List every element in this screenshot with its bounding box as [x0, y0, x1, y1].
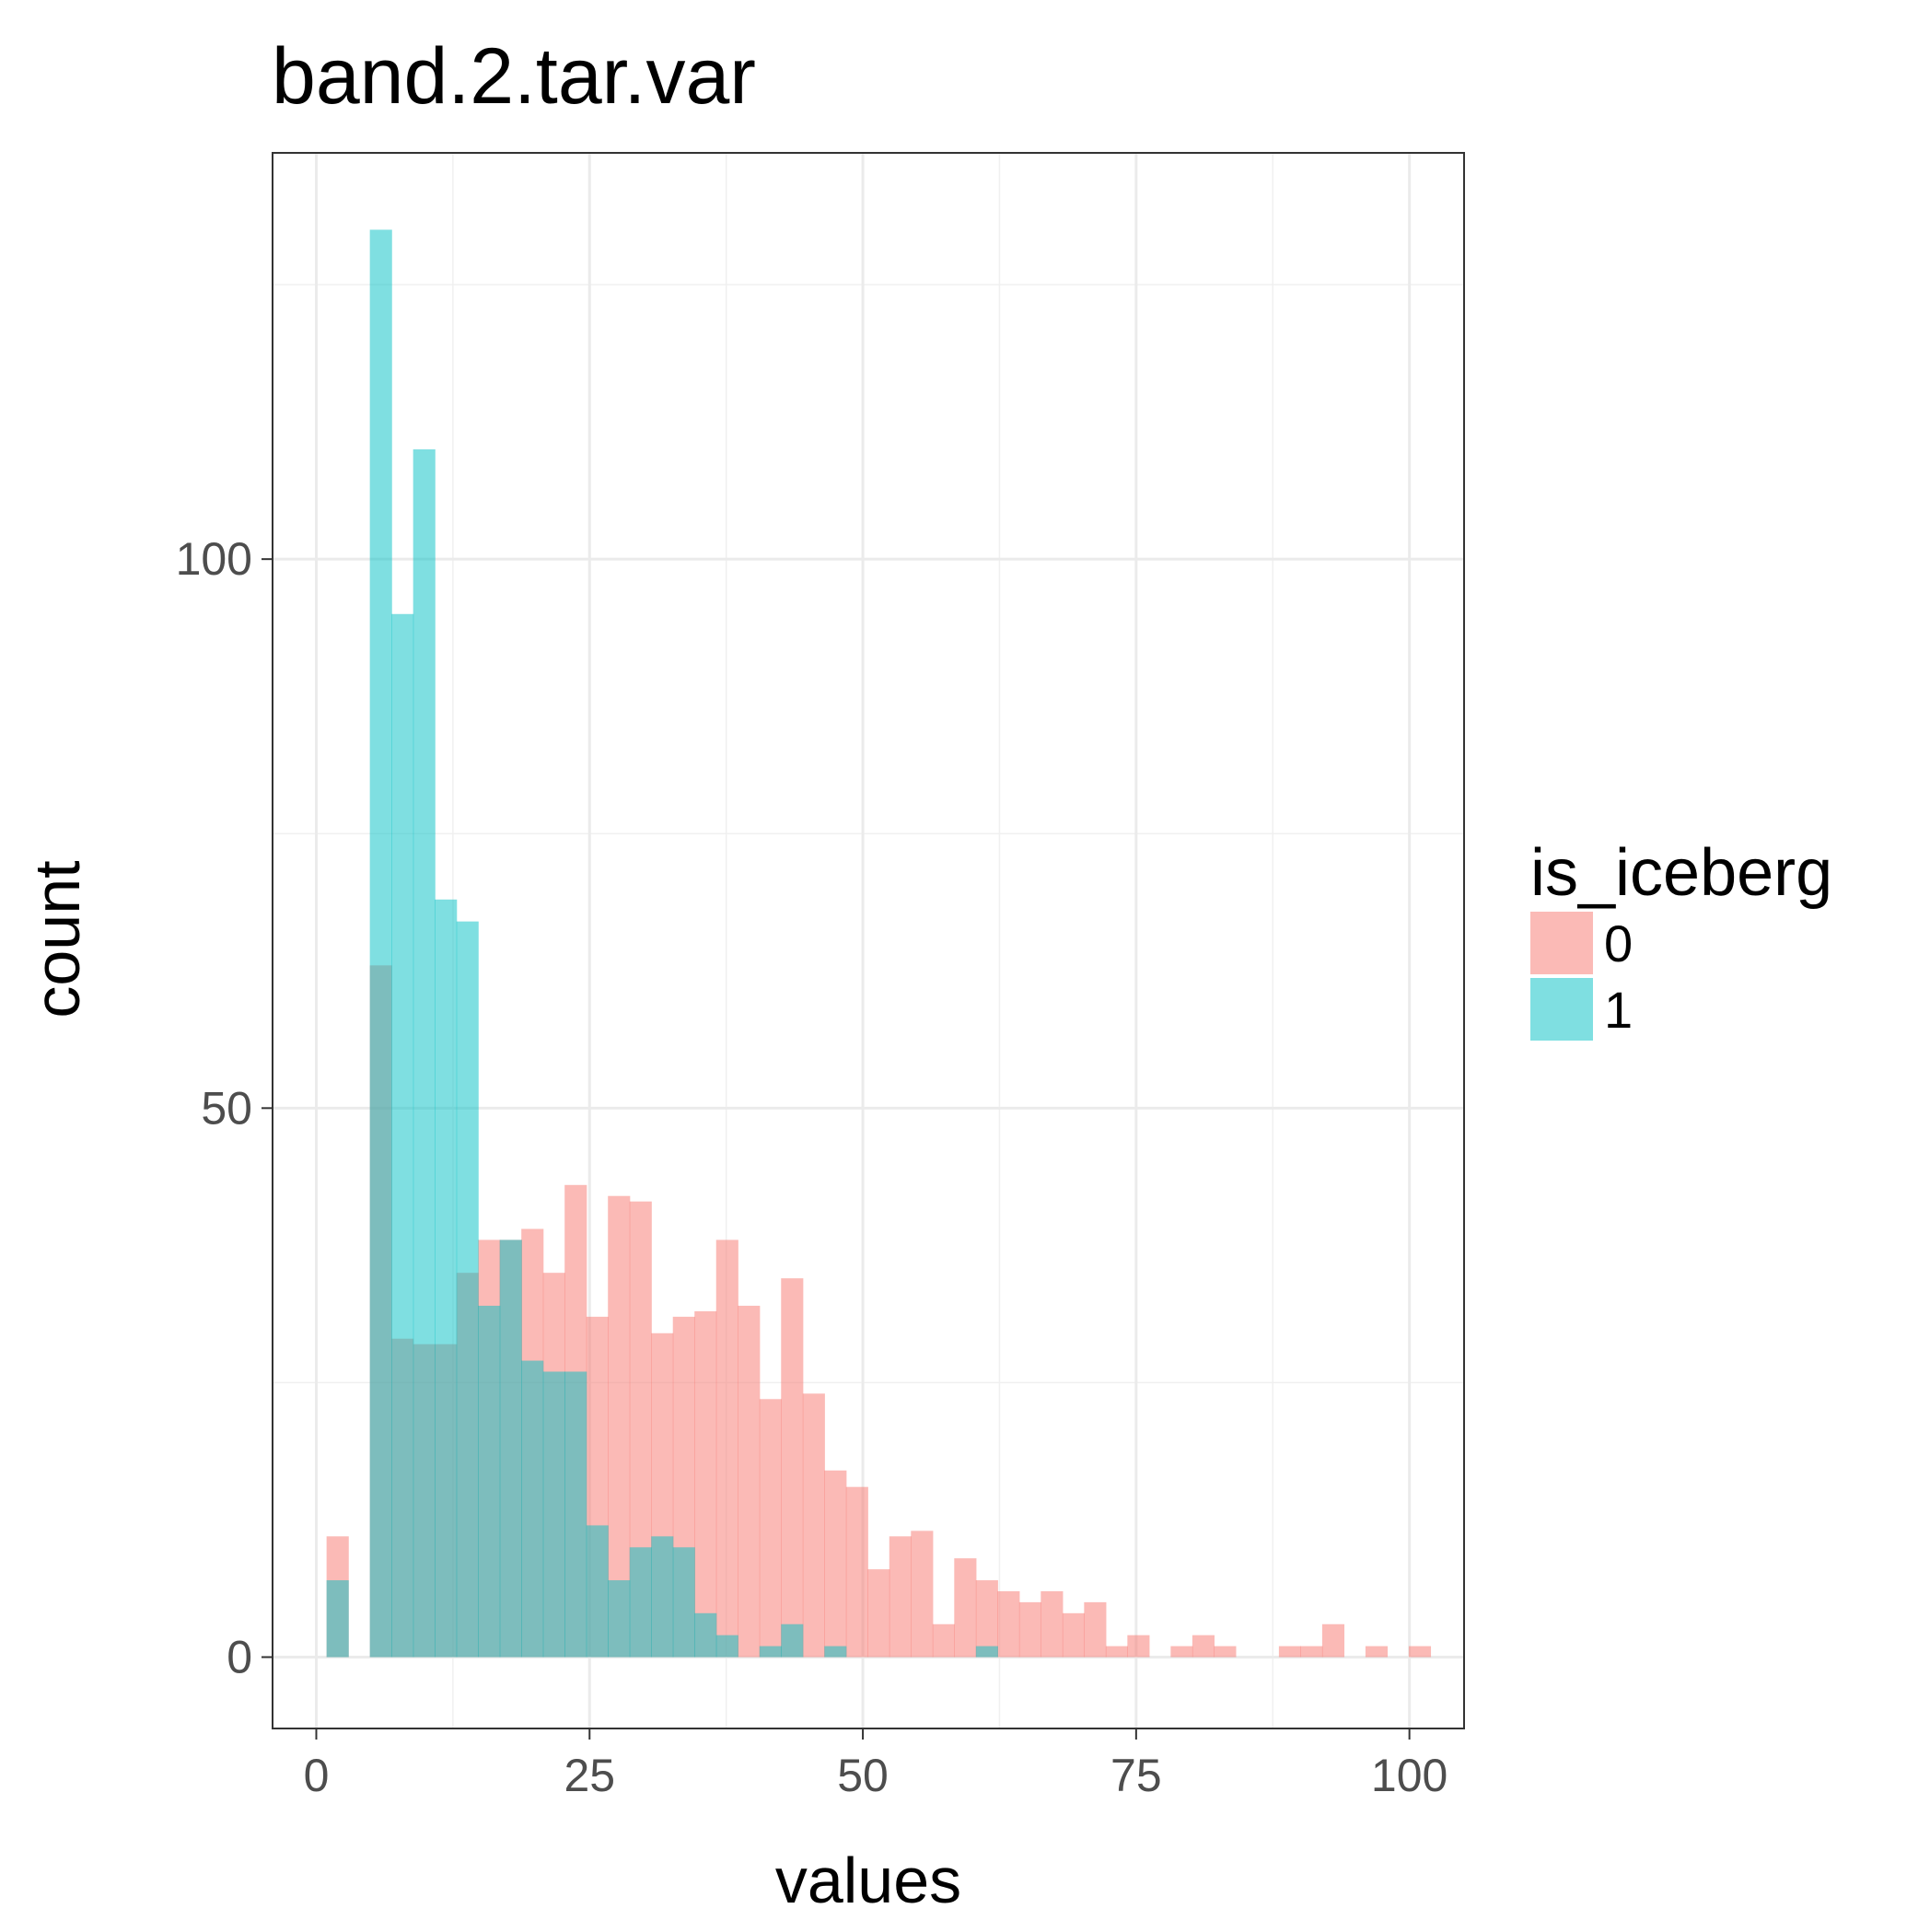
bar-series-0 [976, 1580, 998, 1657]
bar-series-1 [543, 1371, 565, 1657]
bar-series-0 [997, 1591, 1019, 1658]
bar-series-0 [889, 1536, 912, 1657]
plot-area [273, 153, 1464, 1728]
bar-series-1 [694, 1613, 716, 1658]
bar-series-1 [630, 1547, 652, 1657]
bar-series-1 [413, 449, 436, 1658]
bar-series-0 [846, 1487, 868, 1658]
bar-series-1 [478, 1306, 500, 1658]
y-axis-label: count [21, 860, 93, 1018]
bar-series-1 [651, 1536, 673, 1657]
bar-series-1 [457, 922, 479, 1658]
bar-series-1 [521, 1361, 543, 1658]
bar-series-0 [1084, 1602, 1106, 1658]
bar-series-0 [954, 1558, 976, 1657]
bar-series-0 [1300, 1647, 1322, 1658]
y-tick-label: 100 [176, 533, 252, 585]
bar-series-0 [1170, 1647, 1192, 1658]
legend-title: is_iceberg [1530, 836, 1832, 910]
y-tick-label: 50 [201, 1082, 252, 1134]
bar-series-0 [1041, 1591, 1063, 1658]
chart-title: band.2.tar.var [272, 32, 756, 121]
bar-series-1 [435, 900, 457, 1658]
bar-series-0 [1127, 1635, 1149, 1658]
x-axis-label: values [775, 1845, 961, 1916]
legend-key-1 [1530, 978, 1593, 1041]
x-tick-label: 75 [1110, 1750, 1162, 1801]
bar-series-0 [1366, 1647, 1388, 1658]
bar-series-1 [370, 229, 392, 1657]
bar-series-0 [1279, 1647, 1301, 1658]
y-tick-label: 0 [227, 1631, 252, 1682]
legend-label-0: 0 [1604, 914, 1633, 972]
bar-series-1 [716, 1635, 738, 1658]
bar-series-0 [694, 1311, 716, 1658]
bar-series-1 [608, 1580, 630, 1657]
bar-series-1 [673, 1547, 695, 1657]
bar-series-0 [738, 1306, 760, 1658]
x-tick-label: 0 [304, 1750, 330, 1801]
bar-series-1 [781, 1624, 803, 1658]
x-tick-label: 100 [1371, 1750, 1448, 1801]
bar-series-1 [391, 614, 413, 1658]
bar-series-1 [587, 1525, 609, 1657]
bar-series-0 [1106, 1647, 1128, 1658]
bar-series-0 [933, 1624, 955, 1658]
bar-series-0 [803, 1393, 825, 1657]
bar-series-1 [760, 1647, 782, 1658]
legend-label-1: 1 [1604, 981, 1633, 1039]
bar-series-0 [911, 1530, 933, 1657]
bar-series-1 [976, 1647, 998, 1658]
bar-series-0 [1409, 1647, 1431, 1658]
bar-series-0 [824, 1471, 846, 1658]
bar-series-0 [781, 1278, 803, 1657]
bar-series-0 [1214, 1647, 1236, 1658]
bar-series-1 [564, 1371, 587, 1657]
legend-key-0 [1530, 912, 1593, 974]
bar-series-0 [1192, 1635, 1215, 1658]
bar-series-1 [824, 1647, 846, 1658]
bar-series-1 [327, 1580, 349, 1657]
x-tick-label: 25 [564, 1750, 615, 1801]
bar-series-0 [760, 1399, 782, 1657]
bar-series-0 [716, 1240, 738, 1657]
bar-series-0 [1322, 1624, 1344, 1658]
bar-series-1 [500, 1240, 522, 1657]
bar-series-0 [867, 1569, 889, 1657]
bar-series-0 [1019, 1602, 1041, 1658]
x-tick-label: 50 [837, 1750, 889, 1801]
bar-series-0 [1063, 1613, 1085, 1658]
